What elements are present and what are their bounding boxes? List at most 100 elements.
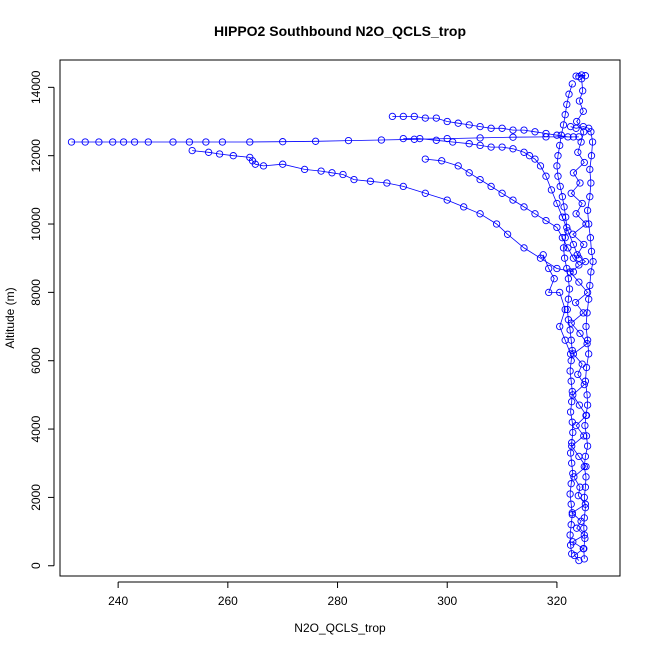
data-point <box>109 138 117 146</box>
data-point <box>586 193 594 201</box>
data-point <box>563 305 571 314</box>
data-point <box>575 261 583 269</box>
data-point <box>569 469 577 478</box>
data-point <box>553 199 561 208</box>
data-point <box>568 550 576 558</box>
data-point <box>580 514 588 522</box>
data-point <box>563 264 571 273</box>
data-point <box>520 126 528 134</box>
data-point <box>119 138 128 146</box>
series-1 <box>67 133 578 146</box>
data-point <box>520 244 528 252</box>
data-point <box>581 421 589 430</box>
data-point <box>580 128 588 136</box>
data-point <box>487 124 495 132</box>
data-point <box>215 150 224 158</box>
data-point <box>580 524 588 532</box>
data-point <box>188 146 196 155</box>
data-point <box>476 141 484 150</box>
data-point <box>279 160 287 168</box>
data-point <box>465 169 473 177</box>
data-point <box>583 442 592 450</box>
data-point <box>580 158 588 167</box>
data-point <box>566 367 574 375</box>
data-point <box>185 138 194 146</box>
data-point <box>454 162 462 170</box>
data-point <box>578 199 586 208</box>
data-point <box>542 172 550 180</box>
data-point <box>566 531 574 539</box>
data-point <box>553 223 561 232</box>
data-point <box>575 97 584 105</box>
data-point <box>566 326 574 334</box>
data-point <box>556 182 564 191</box>
data-point <box>520 148 528 156</box>
data-point <box>383 179 391 187</box>
data-point <box>585 220 593 228</box>
data-point <box>575 401 584 409</box>
data-point <box>487 143 495 151</box>
data-point <box>259 162 268 170</box>
data-point <box>202 138 210 146</box>
series-line <box>425 158 580 266</box>
data-point <box>539 251 547 259</box>
data-point <box>465 140 473 148</box>
data-point <box>573 524 581 532</box>
series-8 <box>566 122 597 563</box>
data-point <box>144 138 152 146</box>
data-point <box>582 220 590 228</box>
data-point <box>218 138 227 146</box>
y-tick-label: 8000 <box>29 279 43 306</box>
data-point <box>567 377 575 385</box>
data-point <box>559 121 568 129</box>
data-point <box>558 193 567 201</box>
data-point <box>300 165 309 174</box>
data-point <box>566 408 575 416</box>
data-point <box>569 428 577 437</box>
data-point <box>556 288 564 297</box>
data-point <box>568 439 576 447</box>
x-tick-label: 260 <box>218 594 238 608</box>
y-tick-label: 12000 <box>29 139 43 173</box>
data-point <box>586 165 594 174</box>
data-point <box>487 182 495 191</box>
data-point <box>572 210 580 218</box>
data-point <box>443 117 451 126</box>
data-point <box>581 257 590 266</box>
data-point <box>583 339 591 348</box>
data-point <box>565 285 574 293</box>
data-point <box>416 134 424 143</box>
data-point <box>575 133 583 141</box>
data-point <box>67 138 76 146</box>
data-point <box>476 210 484 218</box>
data-point <box>556 322 564 331</box>
data-point <box>562 213 570 221</box>
data-point <box>569 268 578 276</box>
data-point <box>557 131 565 139</box>
data-point <box>560 254 569 262</box>
data-point <box>572 124 580 132</box>
data-point <box>579 309 587 317</box>
x-tick-label: 240 <box>108 594 128 608</box>
data-point <box>582 432 591 440</box>
data-point <box>579 122 587 131</box>
data-point <box>317 167 325 175</box>
data-point <box>169 138 177 146</box>
series-line <box>542 254 571 355</box>
data-point <box>583 401 592 409</box>
data-point <box>575 278 583 286</box>
data-point <box>576 179 584 187</box>
data-point <box>560 203 568 211</box>
data-point <box>583 206 592 215</box>
data-point <box>582 411 590 420</box>
data-point <box>564 316 573 324</box>
data-point <box>438 157 446 165</box>
data-point <box>95 138 103 146</box>
series-line <box>71 136 574 143</box>
series-line <box>403 138 580 259</box>
data-point <box>574 370 582 379</box>
data-point <box>586 281 594 290</box>
data-point <box>421 155 429 163</box>
data-point <box>531 128 539 136</box>
series-line <box>192 150 574 273</box>
